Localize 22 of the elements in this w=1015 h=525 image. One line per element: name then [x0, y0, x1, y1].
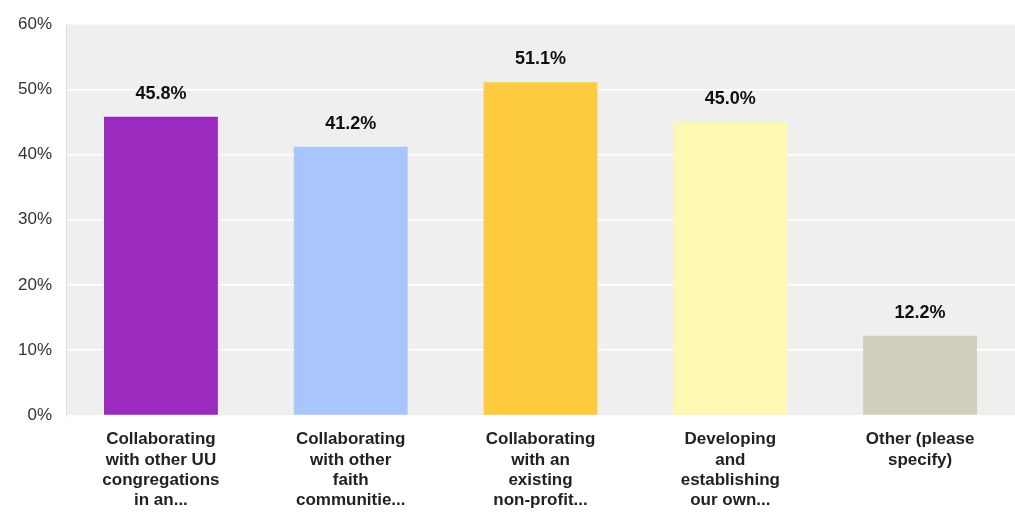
y-tick-label: 50% [17, 79, 53, 99]
bar [293, 146, 408, 415]
data-label: 51.1% [514, 48, 567, 69]
bar [103, 116, 218, 415]
x-tick-label: Collaborating with other UU congregations in an... [102, 429, 220, 510]
y-tick-label: 20% [17, 274, 53, 294]
data-label: 41.2% [325, 112, 377, 133]
y-tick-label: 40% [17, 144, 53, 164]
data-label: 12.2% [894, 301, 946, 322]
bar [863, 335, 978, 415]
y-tick-label: 10% [17, 339, 53, 359]
x-tick-label: Developing and establishing our own... [680, 429, 780, 510]
y-tick-label: 60% [17, 13, 53, 33]
x-tick-label: Collaborating with an existing non-profit... [485, 429, 596, 510]
bar [483, 82, 598, 415]
y-tick-label: 30% [17, 209, 53, 229]
y-tick-label: 0% [27, 405, 53, 425]
data-label: 45.0% [704, 87, 756, 108]
x-tick-label: Collaborating with other faith communitie... [295, 429, 406, 510]
bar [673, 122, 788, 415]
x-tick-label: Other (please specify) [865, 429, 975, 469]
data-label: 45.8% [135, 82, 187, 103]
